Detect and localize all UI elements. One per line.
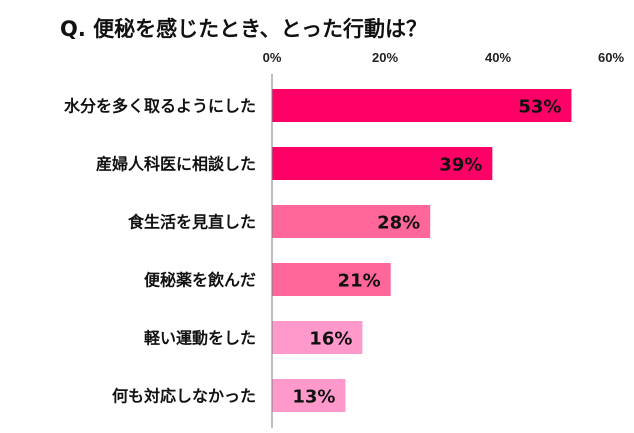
- data-label: 53%: [518, 97, 561, 118]
- chart-title: Q. 便秘を感じたとき、とった行動は？: [60, 17, 427, 41]
- x-axis-ticks: 0% 20% 40% 60%: [263, 50, 625, 65]
- x-tick-label: 0%: [263, 50, 282, 65]
- category-label: 軽い運動をした: [144, 329, 256, 348]
- bar: [272, 205, 431, 238]
- bar: [272, 321, 363, 354]
- data-label: 13%: [292, 387, 335, 408]
- category-label: 食生活を見直した: [127, 213, 256, 232]
- x-tick-label: 40%: [485, 50, 511, 65]
- data-label: 28%: [377, 213, 420, 234]
- bar: [272, 263, 391, 296]
- value-labels: 53% 39% 28% 21% 16% 13%: [292, 97, 561, 408]
- bar: [272, 147, 493, 180]
- category-label: 産婦人科医に相談した: [96, 155, 256, 174]
- bar: [272, 89, 572, 122]
- category-label: 何も対応しなかった: [112, 387, 256, 406]
- category-label: 水分を多く取るようにした: [64, 97, 256, 116]
- bar: [272, 379, 346, 412]
- data-label: 39%: [439, 155, 482, 176]
- category-labels: 水分を多く取るようにした産婦人科医に相談した食生活を見直した便秘薬を飲んだ軽い運…: [64, 97, 256, 406]
- bars: [272, 89, 572, 412]
- x-tick-label: 60%: [598, 50, 624, 65]
- data-label: 21%: [338, 271, 381, 292]
- category-label: 便秘薬を飲んだ: [144, 271, 256, 290]
- x-tick-label: 20%: [372, 50, 398, 65]
- data-label: 16%: [309, 329, 352, 350]
